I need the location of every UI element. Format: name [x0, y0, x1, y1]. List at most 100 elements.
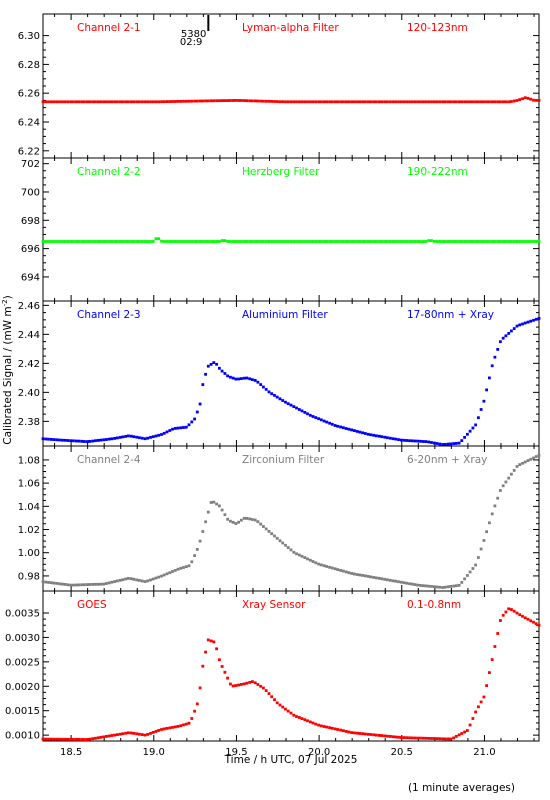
data-point — [116, 240, 119, 243]
data-point — [449, 442, 453, 446]
data-point — [226, 676, 229, 680]
data-point — [278, 397, 282, 401]
data-point — [240, 240, 243, 243]
data-point — [204, 372, 207, 376]
data-point — [245, 517, 249, 520]
data-point — [160, 433, 163, 436]
data-point — [319, 240, 323, 243]
data-point — [160, 239, 163, 243]
data-point — [532, 240, 535, 243]
data-point — [187, 564, 191, 568]
data-point — [479, 240, 483, 243]
data-point — [432, 737, 436, 740]
data-point — [201, 664, 205, 668]
data-point — [336, 728, 340, 731]
data-point — [275, 100, 279, 103]
data-point — [58, 100, 61, 104]
data-point — [518, 613, 522, 617]
data-point — [132, 732, 136, 735]
data-point — [311, 415, 315, 418]
data-point — [350, 100, 353, 104]
data-point — [193, 554, 196, 557]
y-axis-label-end: ) — [2, 295, 14, 299]
data-point — [60, 582, 64, 586]
data-point — [388, 578, 392, 582]
panel-filter-label: Aluminium Filter — [242, 309, 328, 321]
data-point — [507, 240, 511, 243]
data-point — [441, 240, 444, 243]
data-point — [537, 453, 541, 457]
data-point — [333, 727, 337, 731]
data-point — [325, 240, 329, 243]
data-point — [171, 100, 174, 103]
data-point — [388, 436, 392, 440]
data-point — [281, 100, 285, 104]
y-tick-label: 1.06 — [18, 479, 40, 490]
data-point — [295, 715, 298, 718]
data-point — [375, 240, 378, 243]
data-point — [388, 100, 392, 104]
data-point — [85, 738, 89, 741]
data-point — [143, 240, 147, 243]
panel-2: 694 696 698 700 702 Channel 2-2 Herzberg Filte… — [21, 157, 541, 302]
data-point — [102, 735, 105, 739]
data-point — [435, 737, 439, 740]
data-point — [240, 518, 243, 522]
data-point — [490, 240, 494, 243]
data-point — [512, 240, 516, 243]
data-point — [218, 504, 221, 508]
data-point — [226, 517, 229, 521]
data-point — [157, 729, 161, 732]
data-point — [102, 240, 105, 243]
data-point — [129, 731, 133, 735]
data-point — [499, 619, 502, 622]
data-point — [306, 412, 309, 416]
data-point — [135, 435, 139, 439]
data-point — [138, 579, 141, 582]
data-point — [534, 240, 538, 243]
data-point — [488, 376, 491, 380]
data-point — [176, 100, 180, 103]
data-point — [143, 437, 147, 441]
series-points — [41, 453, 541, 589]
data-point — [397, 438, 400, 441]
data-point — [273, 240, 276, 243]
data-point — [116, 436, 119, 440]
data-point — [397, 100, 400, 104]
data-point — [91, 737, 94, 741]
data-point — [107, 437, 111, 441]
data-point — [77, 439, 81, 443]
data-point — [151, 240, 155, 243]
data-point — [52, 240, 56, 243]
data-point — [454, 100, 458, 104]
data-point — [479, 408, 483, 411]
data-point — [262, 99, 265, 103]
data-point — [187, 423, 191, 427]
data-point — [432, 441, 436, 445]
data-point — [430, 100, 433, 104]
data-point — [339, 728, 342, 732]
data-point — [187, 99, 191, 103]
data-point — [286, 546, 290, 549]
data-point — [262, 385, 265, 389]
data-point — [270, 392, 274, 396]
data-point — [168, 726, 172, 730]
data-point — [223, 513, 227, 517]
panel-frame — [42, 157, 540, 302]
data-point — [96, 582, 100, 586]
data-point — [452, 240, 455, 243]
data-point — [303, 718, 307, 722]
data-point — [160, 728, 163, 731]
data-point — [336, 424, 340, 428]
data-point — [342, 240, 345, 243]
data-point — [430, 441, 433, 444]
data-point — [253, 379, 257, 382]
data-point — [507, 100, 511, 104]
data-point — [424, 240, 428, 243]
data-point — [344, 570, 348, 574]
data-point — [44, 580, 48, 584]
data-point — [173, 725, 177, 729]
data-point — [215, 99, 218, 103]
data-point — [146, 100, 150, 104]
data-point — [74, 583, 78, 587]
